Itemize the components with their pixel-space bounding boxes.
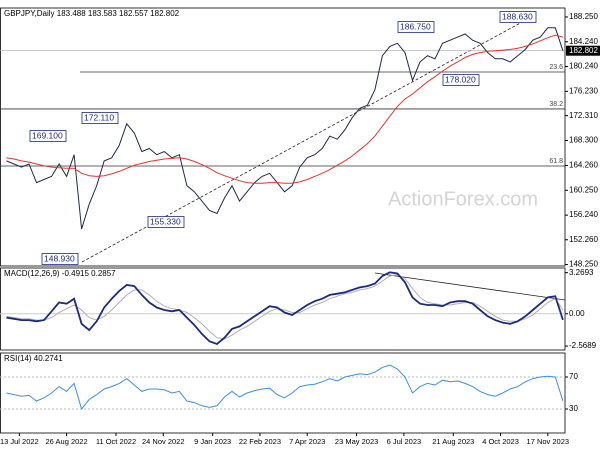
y-tick-label: 160.250 xyxy=(569,185,598,194)
y-tick-label: 180.240 xyxy=(569,62,598,71)
panel-title: GBPJPY,Daily 183.488 183.583 182.557 182… xyxy=(4,9,180,18)
panel-title: RSI(14) 40.2741 xyxy=(4,354,63,363)
y-tick-label: 176.230 xyxy=(569,86,598,95)
x-tick-label: 21 Aug 2023 xyxy=(432,437,474,446)
y-tick-label: 152.260 xyxy=(569,235,598,244)
series-line xyxy=(6,271,564,346)
last-price-label: 182.802 xyxy=(569,46,598,55)
y-tick-label: 0.00 xyxy=(569,309,585,318)
panel-frame xyxy=(0,7,566,267)
annotation: 178.020 xyxy=(445,74,476,84)
series-line xyxy=(6,364,564,411)
annotation: 148.930 xyxy=(44,253,75,263)
panel-frame xyxy=(0,352,566,434)
y-tick-label: 172.310 xyxy=(569,111,598,120)
x-tick-label: 6 Jul 2023 xyxy=(387,437,422,446)
x-tick-label: 26 Aug 2022 xyxy=(46,437,88,446)
x-tick-label: 4 Oct 2023 xyxy=(482,437,519,446)
y-tick-label: 164.260 xyxy=(569,161,598,170)
y-tick-label: 148.250 xyxy=(569,260,598,269)
last-price-box xyxy=(566,45,600,56)
y-tick-label: 3.2693 xyxy=(569,268,594,277)
macd-trend-line xyxy=(374,272,566,301)
x-tick-label: 22 Feb 2023 xyxy=(239,437,281,446)
series-line xyxy=(6,27,564,230)
annotation-box xyxy=(147,216,185,228)
annotation-box xyxy=(397,21,435,33)
annotation: 172.110 xyxy=(84,112,114,122)
y-tick-label: 188.250 xyxy=(569,12,598,21)
panel-frame xyxy=(0,267,566,351)
fib-label: 23.6 xyxy=(549,64,563,71)
annotation: 155.330 xyxy=(150,216,181,226)
annotation-box xyxy=(29,130,67,142)
watermark: ActionForex.com xyxy=(388,188,538,210)
annotation-box xyxy=(442,74,480,86)
y-tick-label: -2.5689 xyxy=(569,341,597,350)
annotation-box xyxy=(41,253,79,265)
series-line xyxy=(6,34,564,184)
annotation: 188.630 xyxy=(502,11,533,21)
panel-title: MACD(12,26,9) -0.4915 0.2857 xyxy=(4,269,116,278)
x-tick-label: 24 Nov 2022 xyxy=(142,437,185,446)
y-tick-label: 70 xyxy=(569,372,578,381)
x-tick-label: 17 Nov 2023 xyxy=(527,437,570,446)
x-tick-label: 11 Oct 2022 xyxy=(96,437,136,446)
fib-label: 38.2 xyxy=(549,101,563,108)
x-tick-label: 23 May 2023 xyxy=(335,437,378,446)
fib-label: 61.8 xyxy=(549,158,563,165)
annotation-box xyxy=(81,112,119,124)
annotation: 186.750 xyxy=(400,21,431,31)
y-tick-label: 168.300 xyxy=(569,136,598,145)
x-tick-label: 9 Jan 2023 xyxy=(194,437,231,446)
annotation-box xyxy=(499,11,537,23)
x-tick-label: 7 Apr 2023 xyxy=(289,437,325,446)
y-tick-label: 30 xyxy=(569,404,578,413)
y-tick-label: 156.240 xyxy=(569,210,598,219)
annotation: 169.100 xyxy=(32,130,63,140)
y-tick-label: 184.240 xyxy=(569,37,598,46)
x-tick-label: 13 Jul 2022 xyxy=(0,437,39,446)
